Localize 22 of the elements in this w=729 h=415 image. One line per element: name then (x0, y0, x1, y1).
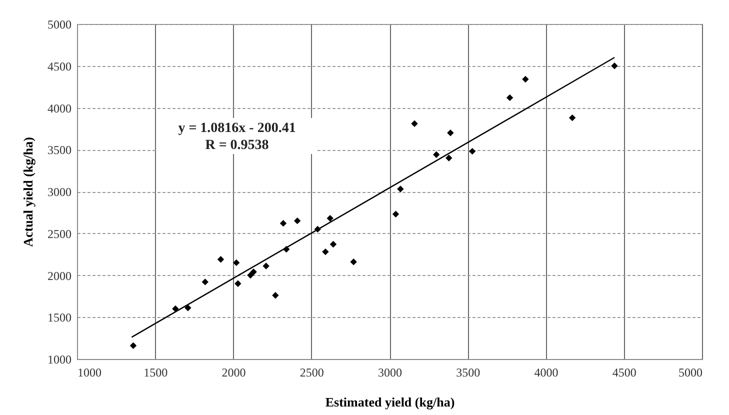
x-tick-label: 2000 (222, 366, 246, 380)
x-tick-label: 3000 (378, 366, 402, 380)
x-tick-label: 4000 (534, 366, 558, 380)
x-tick-label: 1500 (144, 366, 168, 380)
y-tick-label: 4500 (48, 59, 72, 74)
y-tick-label: 1000 (48, 352, 72, 366)
x-tick-label: 4500 (612, 366, 636, 380)
annotation: y = 1.0816x - 200.41 (178, 121, 296, 136)
y-tick-label: 4000 (48, 101, 72, 116)
y-tick-label: 5000 (48, 18, 72, 32)
x-tick-label: 1000 (78, 366, 102, 380)
y-tick-label: 3000 (48, 185, 72, 199)
y-tick-label: 2500 (48, 226, 72, 241)
y-tick-label: 2000 (48, 268, 72, 283)
x-axis-title: Estimated yield (kg/ha) (325, 394, 455, 410)
x-tick-label: 5000 (678, 366, 702, 380)
y-tick-label: 1500 (48, 310, 72, 325)
y-axis-title: Actual yield (kg/ha) (20, 137, 36, 247)
annotation: R = 0.9538 (205, 138, 269, 153)
y-tick-label: 3500 (48, 143, 72, 158)
x-tick-label: 2500 (300, 366, 324, 380)
x-tick-label: 3500 (456, 366, 480, 380)
